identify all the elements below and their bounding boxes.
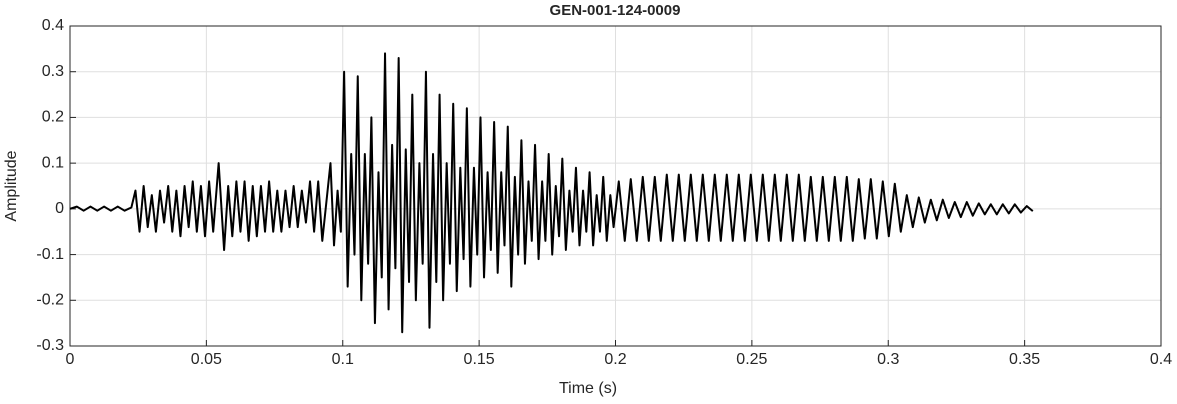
y-tick-label: -0.2 <box>36 292 64 309</box>
y-tick-label: -0.1 <box>36 246 64 263</box>
y-tick-label: 0 <box>55 200 64 217</box>
y-tick-label: 0.3 <box>42 63 64 80</box>
x-axis-label: Time (s) <box>559 380 617 397</box>
y-tick-label: 0.2 <box>42 109 64 126</box>
y-axis-label: Amplitude <box>3 150 20 221</box>
x-tick-label: 0.4 <box>1150 351 1172 368</box>
x-tick-label: 0.3 <box>877 351 899 368</box>
x-tick-label: 0.25 <box>736 351 767 368</box>
y-tick-label: -0.3 <box>36 337 64 354</box>
x-tick-label: 0.05 <box>191 351 222 368</box>
plot-frame <box>69 25 1162 347</box>
y-tick-label: 0.4 <box>42 17 64 34</box>
y-tick-label: 0.1 <box>42 154 64 171</box>
x-tick-label: 0 <box>66 351 75 368</box>
x-tick-label: 0.15 <box>464 351 495 368</box>
x-tick-label: 0.35 <box>1009 351 1040 368</box>
x-tick-label: 0.1 <box>332 351 354 368</box>
waveform-line <box>69 52 1034 334</box>
chart-title: GEN-001-124-0009 <box>550 2 681 19</box>
x-tick-label: 0.2 <box>604 351 626 368</box>
